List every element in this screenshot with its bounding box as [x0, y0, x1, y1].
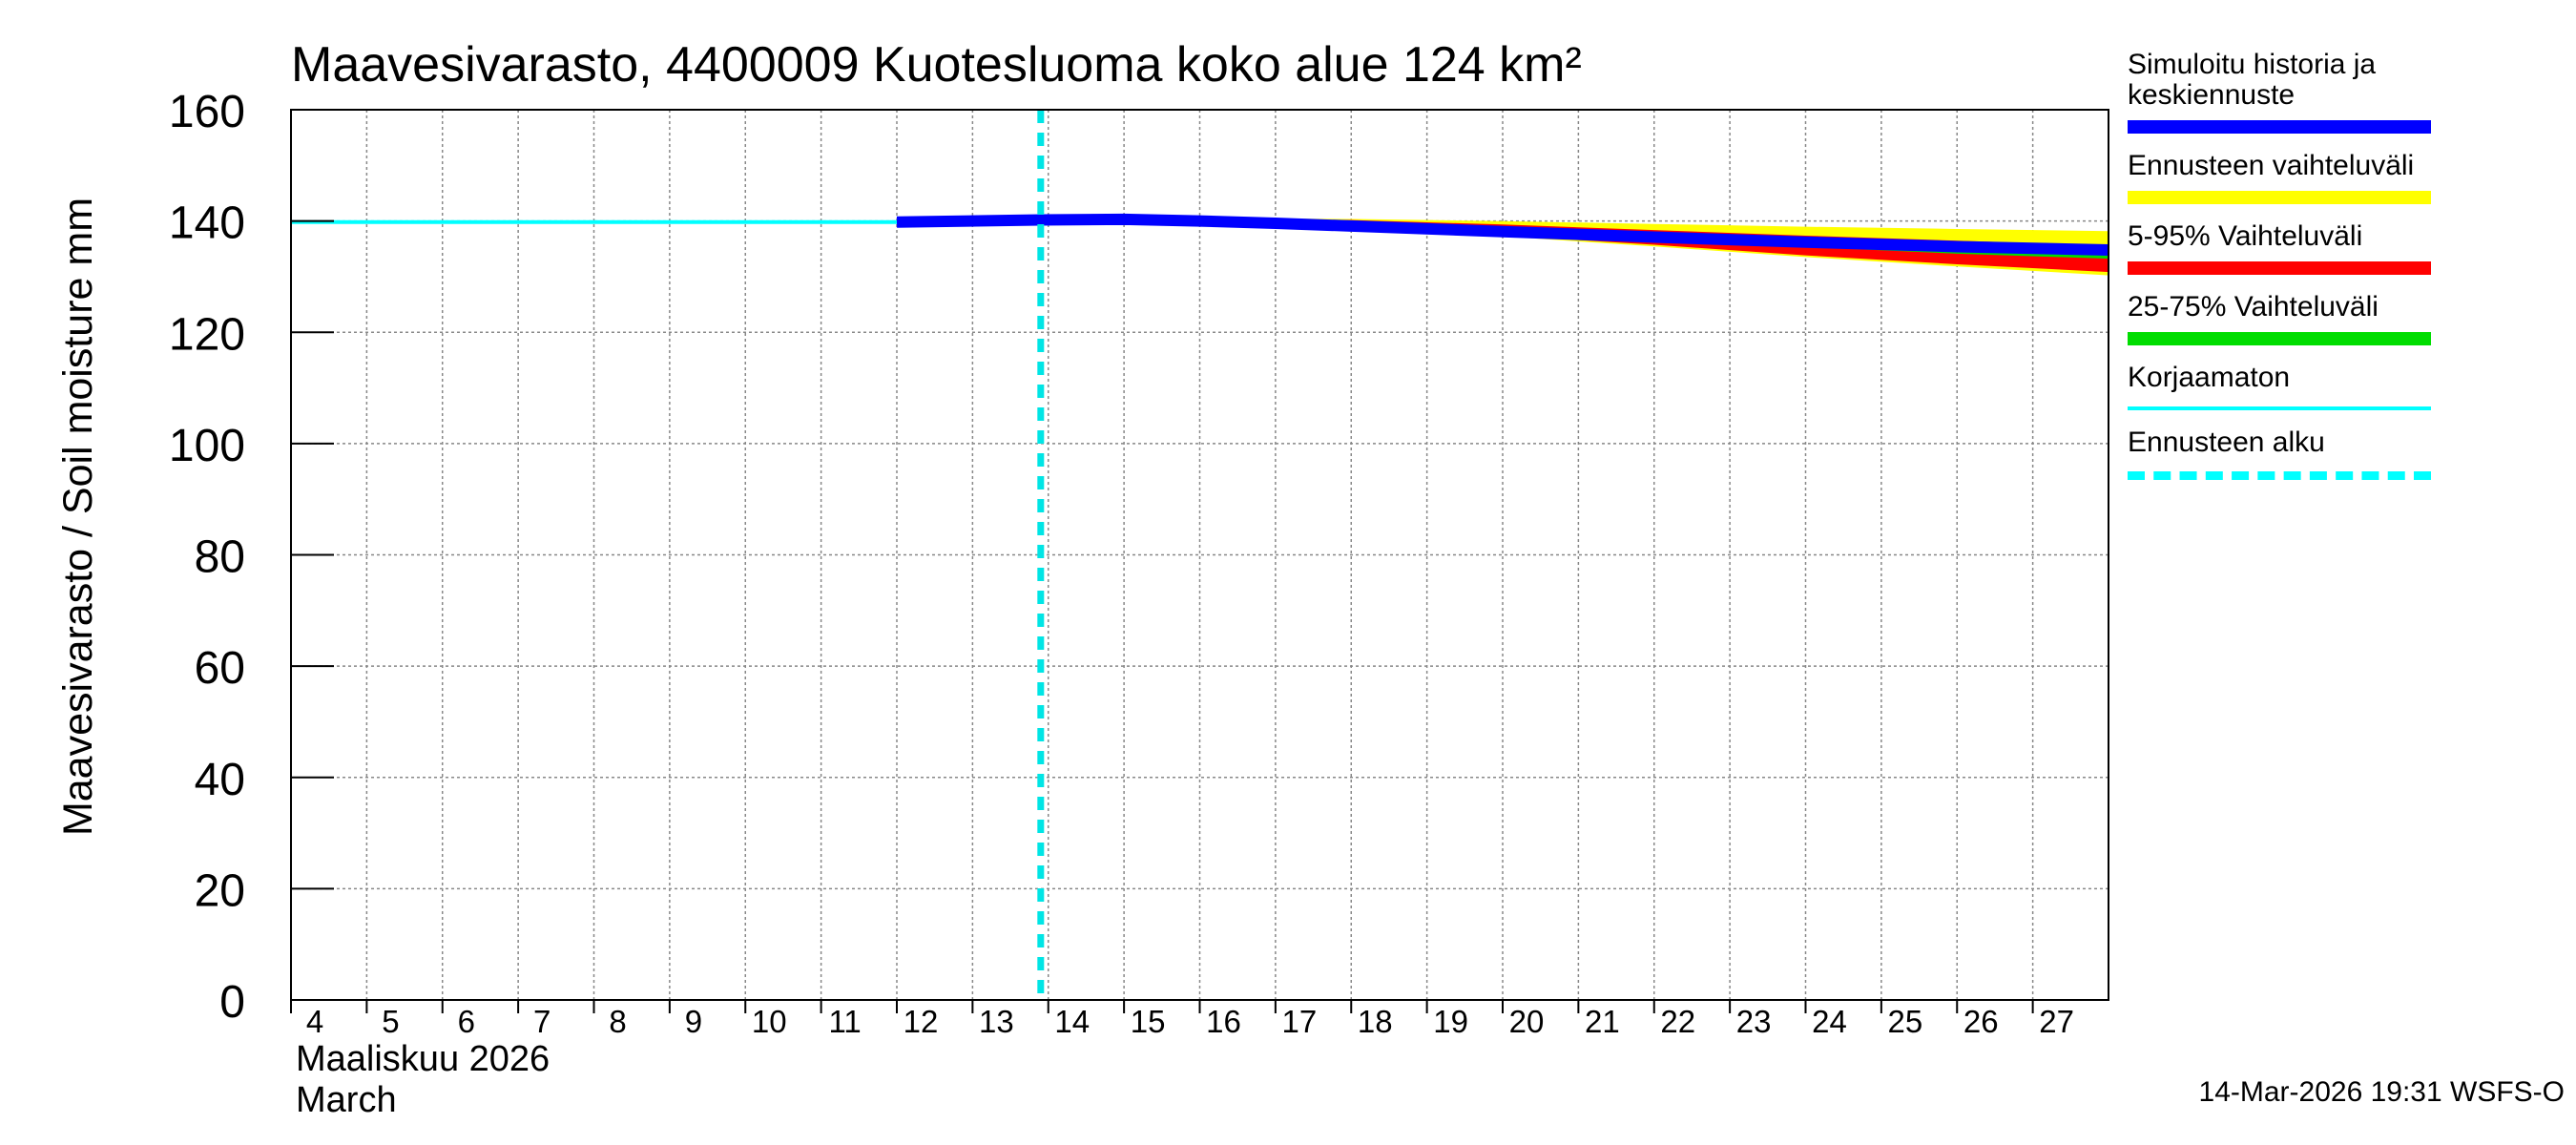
x-tick-label: 14 — [1054, 1004, 1090, 1039]
legend-label: Ennusteen vaihteluväli — [2128, 150, 2415, 181]
legend-label: 5-95% Vaihteluväli — [2128, 220, 2363, 252]
y-tick-label: 140 — [169, 198, 245, 249]
x-tick-label: 17 — [1282, 1004, 1318, 1039]
plot-area — [291, 110, 2109, 1000]
legend-item: 5-95% Vaihteluväli — [2128, 221, 2442, 275]
x-tick-label: 27 — [2039, 1004, 2074, 1039]
x-tick-label: 16 — [1206, 1004, 1241, 1039]
x-axis-label-month: Maaliskuu 2026 — [296, 1039, 550, 1079]
y-tick-label: 100 — [169, 421, 245, 471]
x-tick-label: 5 — [382, 1004, 399, 1039]
y-tick-label: 160 — [169, 87, 245, 137]
legend-label: 25-75% Vaihteluväli — [2128, 291, 2379, 323]
x-tick-label: 22 — [1660, 1004, 1695, 1039]
y-axis-label: Maavesivarasto / Soil moisture mm — [55, 198, 101, 836]
legend-swatch — [2128, 406, 2431, 410]
x-tick-label: 25 — [1888, 1004, 1923, 1039]
legend-swatch — [2128, 332, 2431, 345]
y-tick-label: 80 — [195, 532, 245, 583]
x-tick-label: 20 — [1509, 1004, 1545, 1039]
legend-item: Korjaamaton — [2128, 363, 2442, 410]
soil-moisture-chart: 0 20 40 60 80 100 120 140 160 4 5 6 7 8 9 10 11 12 13 14 15 1… — [55, 37, 2109, 1120]
legend-label: Korjaamaton — [2128, 362, 2291, 393]
x-tick-label: 13 — [979, 1004, 1014, 1039]
chart-title: Maavesivarasto, 4400009 Kuotesluoma koko… — [291, 37, 1582, 93]
x-axis-label-english: March — [296, 1080, 397, 1120]
x-tick-label: 9 — [685, 1004, 702, 1039]
x-tick-label: 7 — [533, 1004, 551, 1039]
legend-item: Simuloitu historia ja keskiennuste — [2128, 50, 2442, 134]
x-tick-label: 26 — [1963, 1004, 1999, 1039]
x-tick-label: 15 — [1131, 1004, 1166, 1039]
legend-item: Ennusteen vaihteluväli — [2128, 151, 2442, 204]
legend-swatch — [2128, 120, 2431, 134]
timestamp-stamp: 14-Mar-2026 19:31 WSFS-O — [2198, 1076, 2565, 1108]
x-tick-label: 8 — [609, 1004, 626, 1039]
legend: Simuloitu historia ja keskiennuste Ennust… — [2128, 50, 2442, 480]
x-tick-label: 10 — [752, 1004, 787, 1039]
y-tick-label: 60 — [195, 643, 245, 694]
x-tick-label: 23 — [1736, 1004, 1772, 1039]
legend-swatch — [2128, 191, 2431, 204]
y-tick-label: 120 — [169, 309, 245, 360]
x-tick-label: 11 — [828, 1004, 861, 1039]
y-tick-label: 0 — [219, 977, 245, 1028]
x-tick-label: 6 — [458, 1004, 475, 1039]
legend-swatch — [2128, 261, 2431, 275]
series-line-simuloitu-historia-ja-keskiennuste — [896, 213, 2109, 256]
x-tick-label: 12 — [904, 1004, 939, 1039]
y-tick-label: 20 — [195, 865, 245, 916]
x-tick-label: 19 — [1433, 1004, 1468, 1039]
legend-item: 25-75% Vaihteluväli — [2128, 292, 2442, 345]
legend-item: Ennusteen alku — [2128, 427, 2442, 480]
legend-label: Simuloitu historia ja keskiennuste — [2128, 49, 2377, 111]
x-tick-label: 4 — [306, 1004, 323, 1039]
x-tick-label: 24 — [1812, 1004, 1847, 1039]
y-tick-label: 40 — [195, 755, 245, 805]
legend-label: Ennusteen alku — [2128, 427, 2325, 458]
legend-swatch — [2128, 471, 2431, 480]
x-tick-label: 21 — [1585, 1004, 1620, 1039]
x-tick-label: 18 — [1358, 1004, 1393, 1039]
